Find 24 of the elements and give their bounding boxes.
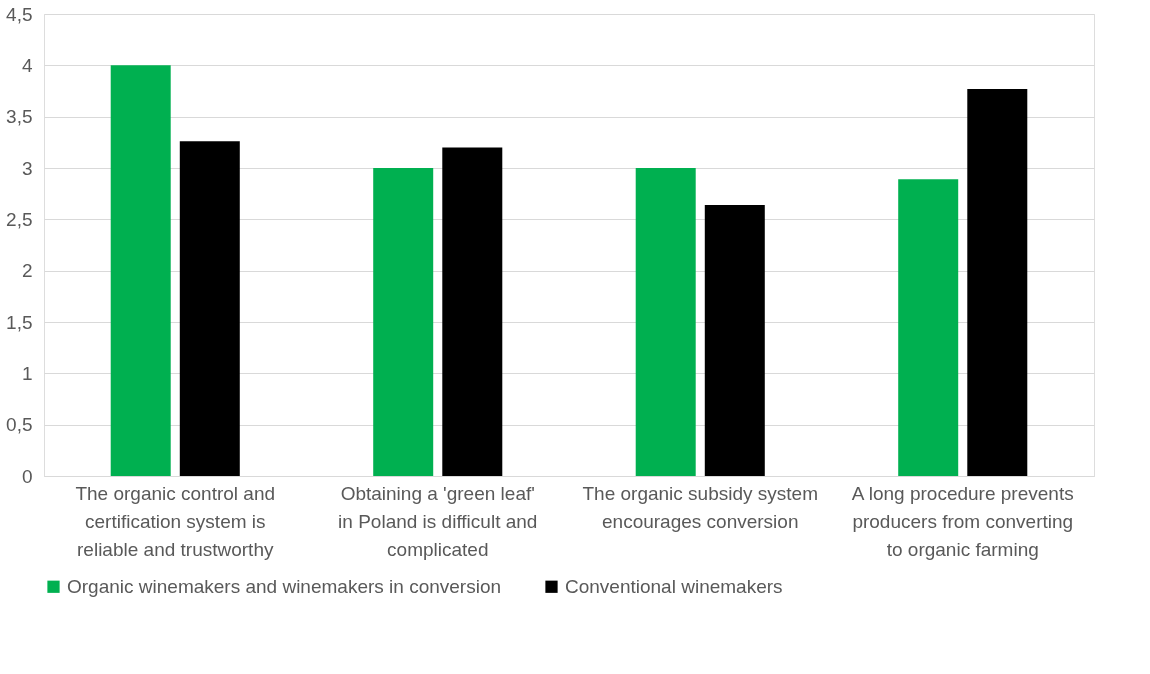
x-tick-label: A long procedure prevents producers from converting to organic farming <box>851 482 1074 560</box>
y-tick-label: 3,5 <box>6 106 33 128</box>
x-tick-label: The organic subsidy system encourages conversion <box>582 482 818 532</box>
bar <box>442 147 503 476</box>
y-tick-label: 4,5 <box>6 3 33 25</box>
bar <box>635 168 696 476</box>
legend-label: Conventional winemakers <box>565 575 783 597</box>
y-tick-label: 0,5 <box>6 414 33 436</box>
x-tick-label: Obtaining a 'green leaf' in Poland is difficult and complicated <box>338 482 538 560</box>
bar <box>704 204 765 476</box>
bar <box>179 141 240 476</box>
y-tick-label: 2 <box>21 260 33 282</box>
y-tick-label: 1,5 <box>6 311 33 333</box>
y-tick-label: 2,5 <box>6 208 33 230</box>
y-tick-label: 1 <box>21 362 33 384</box>
bar <box>373 168 434 476</box>
bar <box>110 65 171 476</box>
y-tick-label: 4 <box>21 54 33 76</box>
bar <box>967 88 1028 476</box>
y-tick-label: 3 <box>21 157 33 179</box>
legend-label: Organic winemakers and winemakers in conversion <box>67 575 502 597</box>
y-tick-label: 0 <box>21 465 33 487</box>
x-tick-label: The organic control and certification system is reliable and trustworthy <box>75 482 276 560</box>
bar <box>898 179 959 476</box>
